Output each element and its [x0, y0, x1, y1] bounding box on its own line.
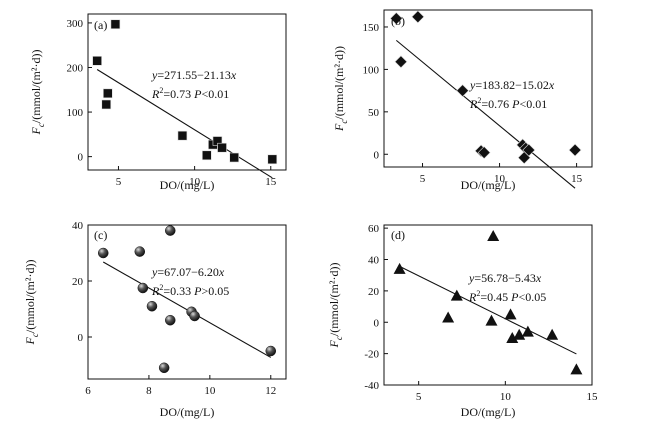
data-point: [267, 154, 278, 165]
y-axis-label: Fc/(mmol/(m²·d)): [29, 50, 46, 136]
data-point: [456, 84, 470, 98]
data-point: [229, 152, 240, 163]
x-tick-label: 15: [265, 176, 277, 188]
data-point: [189, 310, 200, 322]
y-tick-label: 40: [368, 255, 380, 267]
data-point: [487, 229, 500, 241]
data-point: [485, 314, 498, 326]
regression-line: [96, 69, 273, 179]
y-tick-label: 20: [368, 286, 380, 298]
data-point: [158, 362, 170, 374]
y-axis-label: Fc/(mmol/(m²·d)): [23, 260, 40, 346]
fit-equation: y=56.78−5.43x: [468, 271, 542, 285]
fit-statistics: R2=0.73 P<0.01: [151, 86, 229, 101]
data-point: [110, 19, 121, 30]
y-tick-label: 150: [363, 22, 380, 34]
x-axis-label: DO/(mg/L): [461, 405, 516, 419]
data-point: [450, 289, 463, 301]
y-tick-label: 20: [72, 276, 84, 288]
data-point: [504, 308, 517, 320]
data-point: [506, 331, 519, 343]
data-point: [477, 146, 491, 159]
x-tick-label: 8: [146, 385, 152, 397]
x-tick-label: 12: [265, 385, 276, 397]
y-tick-label: 200: [67, 62, 84, 74]
x-axis-label: DO/(mg/L): [160, 178, 215, 192]
x-tick-label: 10: [204, 385, 216, 397]
panel-c: 6 8 10 12 0 20 40 (c) y=67.07−6.20x R2=0.33 P>0.0…: [23, 220, 287, 419]
data-point: [393, 262, 406, 274]
y-tick-label: 40: [72, 220, 84, 232]
data-point: [103, 88, 113, 99]
data-point: [522, 143, 536, 157]
y-tick-label: -40: [364, 380, 379, 392]
panel-label: (c): [94, 228, 107, 242]
data-point: [521, 325, 534, 337]
x-tick-label: 5: [116, 176, 122, 188]
x-tick-label: 10: [189, 176, 201, 188]
x-tick-label: 6: [85, 385, 91, 397]
fit-statistics: R2=0.33 P>0.05: [151, 283, 229, 298]
plot-frame: [87, 13, 287, 171]
x-tick-label: 10: [500, 391, 512, 403]
fit-equation: y=67.07−6.20x: [151, 265, 225, 279]
y-tick-label: 300: [67, 18, 84, 30]
data-point: [546, 328, 559, 340]
plot-frame: [87, 224, 287, 380]
data-point: [146, 300, 158, 312]
x-tick-label: 10: [494, 173, 506, 185]
data-point: [411, 10, 425, 24]
y-axis-label: Fc/(mmol/(m²·d)): [332, 46, 349, 132]
data-point: [265, 345, 277, 357]
x-tick-label: 5: [420, 173, 426, 185]
fit-equation: y=183.82−15.02x: [469, 78, 555, 92]
y-tick-label: 0: [374, 317, 380, 329]
data-point: [570, 363, 583, 375]
panel-a: 5 10 15 0 100 200 300 (a) y=271.55−21.13x R2=0.73…: [29, 13, 287, 192]
y-tick-label: -20: [364, 349, 379, 361]
y-tick-label: 60: [368, 223, 380, 235]
y-tick-label: 0: [78, 152, 84, 164]
panel-label: (a): [94, 18, 107, 32]
x-tick-label: 15: [571, 173, 583, 185]
x-tick-label: 15: [587, 391, 599, 403]
y-tick-label: 0: [78, 332, 84, 344]
data-point: [92, 55, 102, 66]
data-point: [137, 282, 149, 294]
data-point: [217, 142, 227, 153]
panel-d: 5 10 15 -40 -20 0 20 40 60 (d) y=56.78−5.43x R2=0.4…: [327, 223, 598, 419]
y-tick-label: 50: [368, 107, 380, 119]
data-point: [177, 130, 188, 141]
data-point: [134, 246, 146, 257]
plot-frame: [383, 9, 593, 168]
plot-frame: [383, 224, 593, 386]
data-point: [394, 55, 408, 69]
data-point: [513, 328, 526, 340]
fit-statistics: R2=0.76 P<0.01: [469, 96, 547, 111]
fit-statistics: R2=0.45 P<0.05: [468, 289, 546, 304]
x-axis-label: DO/(mg/L): [160, 405, 215, 419]
panel-label: (d): [391, 228, 405, 242]
data-point: [164, 314, 176, 326]
data-point: [164, 225, 176, 236]
y-tick-label: 100: [363, 64, 380, 76]
x-tick-label: 5: [416, 391, 422, 403]
data-point: [442, 311, 455, 323]
data-point: [97, 247, 109, 259]
panel-label: (b): [391, 14, 405, 28]
regression-line: [395, 39, 576, 189]
fit-equation: y=271.55−21.13x: [151, 68, 237, 82]
data-point: [389, 12, 403, 25]
data-point: [101, 99, 112, 110]
data-point: [568, 143, 582, 157]
y-tick-label: 100: [67, 107, 84, 119]
y-tick-label: 0: [374, 149, 380, 161]
x-axis-label: DO/(mg/L): [461, 178, 516, 192]
y-axis-label: Fc/(mmol/(m²·d)): [327, 263, 344, 349]
data-point: [202, 150, 212, 161]
